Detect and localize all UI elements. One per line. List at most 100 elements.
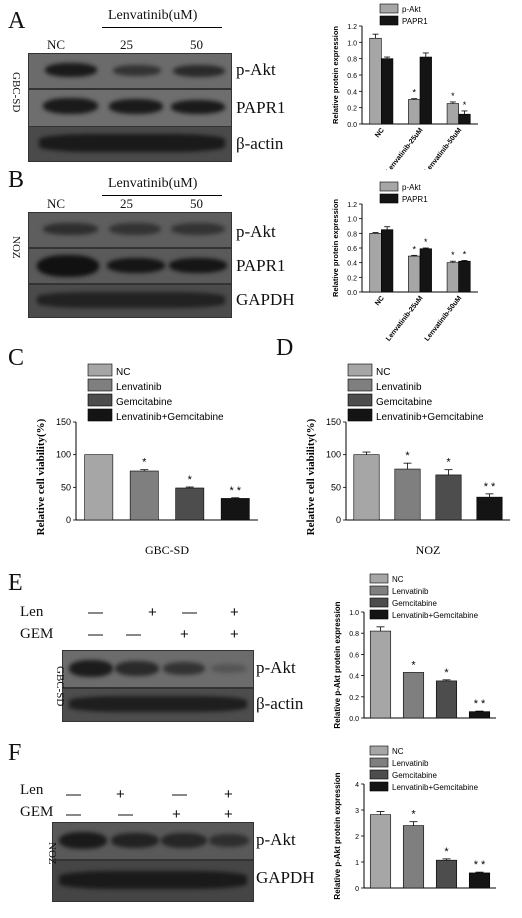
gem-sign-e-2: — bbox=[126, 626, 141, 643]
chart-e-pakt-expression: NC Lenvatinib Gemcitabine Lenvatinib+Gemcit… bbox=[333, 573, 496, 729]
blot-a-beta-actin bbox=[28, 126, 232, 162]
legend-swatch bbox=[87, 408, 113, 422]
y-tick-label: 4 bbox=[355, 782, 359, 789]
legend-swatch bbox=[369, 757, 389, 768]
legend-label: Gemcitabine bbox=[116, 397, 173, 408]
bar bbox=[408, 99, 421, 125]
cell-line-label-f: NOZ bbox=[46, 842, 58, 865]
x-tick-label: Lenvatinib-50uM bbox=[424, 295, 464, 343]
y-tick-label: 150 bbox=[326, 417, 341, 427]
panel-letter-c: C bbox=[8, 345, 25, 371]
lane-label-b-2: 25 bbox=[120, 196, 133, 211]
x-tick-label: NC bbox=[374, 127, 386, 139]
bar bbox=[369, 233, 382, 293]
significance-mark: * * bbox=[474, 698, 486, 710]
y-axis-label: Relative p-Akt protein expression bbox=[333, 772, 342, 899]
y-axis-label: Relative p-Akt protein expression bbox=[333, 601, 342, 728]
significance-mark: * bbox=[444, 667, 449, 679]
len-sign-f-2: + bbox=[116, 786, 125, 803]
bar bbox=[369, 814, 392, 889]
significance-mark: * bbox=[446, 457, 451, 469]
legend-label: p-Akt bbox=[402, 183, 421, 192]
row-label-e-len: Len bbox=[20, 604, 44, 620]
significance-mark: * bbox=[142, 457, 147, 469]
bar bbox=[129, 470, 159, 521]
legend-label: Gemcitabine bbox=[392, 771, 437, 780]
legend-swatch bbox=[369, 781, 389, 792]
y-tick-label: 100 bbox=[326, 450, 341, 460]
legend-label: PAPR1 bbox=[402, 195, 428, 204]
bar bbox=[419, 248, 432, 293]
legend-label: NC bbox=[392, 747, 404, 756]
y-tick-label: 0.2 bbox=[347, 106, 357, 113]
protein-label-b-3: GAPDH bbox=[236, 290, 295, 309]
bar bbox=[381, 229, 394, 293]
legend-label: Lenvatinib+Gemcitabine bbox=[376, 412, 484, 423]
gem-sign-e-1: — bbox=[88, 626, 103, 643]
row-label-e-gem: GEM bbox=[20, 626, 54, 642]
y-tick-label: 0 bbox=[336, 515, 341, 525]
lane-label-a-3: 50 bbox=[190, 37, 203, 52]
legend-label: Lenvatinib+Gemcitabine bbox=[116, 412, 224, 423]
blot-a-pakt bbox=[28, 53, 232, 89]
len-sign-e-2: + bbox=[148, 604, 157, 621]
treatment-header-a: Lenvatinib(uM) bbox=[108, 8, 198, 23]
bar bbox=[369, 37, 382, 125]
significance-mark: * bbox=[451, 91, 455, 101]
y-tick-label: 0.6 bbox=[347, 246, 357, 253]
panel-letter-b: B bbox=[8, 167, 25, 193]
y-tick-label: 0.4 bbox=[347, 89, 357, 96]
blot-b-pakt bbox=[28, 212, 232, 248]
legend-swatch bbox=[347, 393, 373, 407]
cell-line-label-b: NOZ bbox=[10, 236, 22, 259]
y-axis-label: Relative protein expression bbox=[331, 199, 340, 297]
y-tick-label: 50 bbox=[331, 482, 341, 492]
y-tick-label: 150 bbox=[56, 417, 71, 427]
y-tick-label: 0.8 bbox=[349, 631, 359, 638]
len-sign-f-1: — bbox=[66, 786, 81, 803]
protein-label-b-1: p-Akt bbox=[236, 222, 276, 241]
y-tick-label: 1.0 bbox=[347, 40, 357, 47]
legend-swatch bbox=[87, 393, 113, 407]
protein-label-f-2: GAPDH bbox=[256, 868, 315, 887]
y-tick-label: 100 bbox=[56, 450, 71, 460]
bar bbox=[402, 825, 425, 889]
bar bbox=[220, 498, 250, 521]
legend-swatch bbox=[369, 769, 389, 780]
bar bbox=[446, 262, 459, 293]
significance-mark: * bbox=[405, 450, 410, 462]
significance-mark: * bbox=[444, 846, 449, 858]
len-sign-f-3: — bbox=[172, 786, 187, 803]
legend-swatch bbox=[369, 573, 389, 584]
bar bbox=[408, 255, 421, 293]
blot-b-gapdh bbox=[28, 284, 232, 318]
blot-b-parp1 bbox=[28, 248, 232, 284]
x-tick-label: Lenvatinib-25uM bbox=[385, 295, 425, 343]
y-tick-label: 0 bbox=[355, 886, 359, 893]
protein-label-f-1: p-Akt bbox=[256, 830, 296, 849]
lane-label-b-1: NC bbox=[47, 196, 66, 211]
y-tick-label: 1.2 bbox=[347, 202, 357, 209]
significance-mark: * bbox=[411, 809, 416, 821]
x-tick-label: Lenvatinib-50uM bbox=[424, 127, 464, 170]
panel-letter-a: A bbox=[8, 8, 26, 34]
y-tick-label: 3 bbox=[355, 808, 359, 815]
x-axis-label: NOZ bbox=[416, 543, 441, 557]
chart-c-cell-viability: NC Lenvatinib Gemcitabine Lenvatinib+Gemcit… bbox=[35, 363, 258, 557]
bar bbox=[458, 113, 471, 125]
chart-f-pakt-expression: NC Lenvatinib Gemcitabine Lenvatinib+Gemcit… bbox=[333, 745, 496, 900]
legend-swatch bbox=[87, 378, 113, 392]
gem-sign-f-2: — bbox=[118, 806, 133, 823]
significance-mark: * bbox=[411, 659, 416, 671]
y-tick-label: 1.2 bbox=[347, 24, 357, 31]
treatment-line-a bbox=[102, 27, 222, 28]
bar bbox=[446, 103, 459, 125]
panel-letter-e: E bbox=[8, 570, 23, 596]
bar bbox=[84, 454, 114, 521]
protein-label-e-2: β-actin bbox=[256, 694, 304, 713]
legend-label: Gemcitabine bbox=[376, 397, 433, 408]
len-sign-e-1: — bbox=[88, 604, 103, 621]
legend-label: Lenvatinib+Gemcitabine bbox=[392, 783, 479, 792]
cell-line-label-e: GBC-SD bbox=[54, 666, 66, 707]
protein-label-e-1: p-Akt bbox=[256, 658, 296, 677]
